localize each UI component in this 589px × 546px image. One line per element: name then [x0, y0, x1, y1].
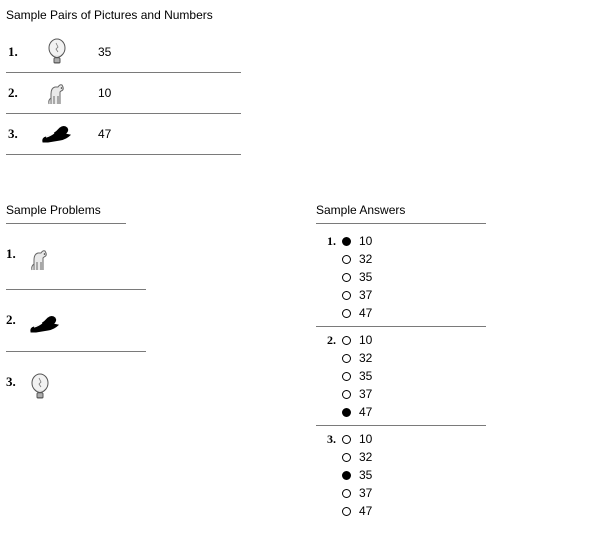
- problem-item: 2.: [6, 302, 146, 352]
- pairs-table: 1. 35 2. 10 3. 47: [6, 32, 241, 155]
- pair-value: 47: [84, 127, 111, 141]
- lightbulb-icon: [28, 370, 52, 409]
- answer-row: 35: [316, 367, 486, 385]
- answer-value: 37: [359, 486, 372, 500]
- answer-value: 32: [359, 252, 372, 266]
- shoe-icon: [30, 120, 84, 148]
- answer-number: 1.: [316, 234, 340, 249]
- answer-block: 1.1032353747: [316, 232, 486, 327]
- answer-bubble[interactable]: [342, 336, 351, 345]
- pair-row: 3. 47: [6, 114, 241, 155]
- answer-row: 37: [316, 484, 486, 502]
- answer-bubble[interactable]: [342, 435, 351, 444]
- answer-bubble[interactable]: [342, 237, 351, 246]
- problems-title: Sample Problems: [6, 203, 126, 224]
- answer-value: 47: [359, 405, 372, 419]
- pair-number: 1.: [6, 44, 30, 60]
- answer-bubble[interactable]: [342, 453, 351, 462]
- pair-value: 10: [84, 86, 111, 100]
- answer-bubble[interactable]: [342, 507, 351, 516]
- answer-bubble[interactable]: [342, 408, 351, 417]
- answer-value: 10: [359, 333, 372, 347]
- pair-row: 2. 10: [6, 73, 241, 114]
- answer-value: 10: [359, 432, 372, 446]
- answer-bubble[interactable]: [342, 273, 351, 282]
- answer-value: 37: [359, 288, 372, 302]
- shoe-icon: [28, 308, 66, 343]
- answer-value: 32: [359, 450, 372, 464]
- answer-row: 35: [316, 466, 486, 484]
- answer-number: 3.: [316, 432, 340, 447]
- dog-icon: [30, 78, 84, 108]
- answer-row: 37: [316, 385, 486, 403]
- answer-bubble[interactable]: [342, 255, 351, 264]
- answer-row: 35: [316, 268, 486, 286]
- answer-row: 47: [316, 304, 486, 322]
- answer-value: 37: [359, 387, 372, 401]
- answer-bubble[interactable]: [342, 372, 351, 381]
- answer-row: 47: [316, 502, 486, 520]
- lightbulb-icon: [30, 37, 84, 67]
- problem-item: 3.: [6, 364, 146, 417]
- answer-row: 3.10: [316, 430, 486, 448]
- problem-number: 3.: [6, 370, 28, 390]
- answers-column: Sample Answers 1.10323537472.10323537473…: [316, 203, 516, 528]
- answer-value: 10: [359, 234, 372, 248]
- answer-block: 2.1032353747: [316, 331, 486, 426]
- answer-bubble[interactable]: [342, 309, 351, 318]
- answer-value: 47: [359, 504, 372, 518]
- problem-item: 1.: [6, 236, 146, 290]
- answer-row: 32: [316, 349, 486, 367]
- answer-value: 35: [359, 468, 372, 482]
- problem-number: 1.: [6, 242, 28, 262]
- pair-number: 3.: [6, 126, 30, 142]
- problems-column: Sample Problems 1. 2. 3.: [6, 203, 196, 429]
- answer-value: 35: [359, 270, 372, 284]
- answer-bubble[interactable]: [342, 354, 351, 363]
- answer-value: 32: [359, 351, 372, 365]
- pair-value: 35: [84, 45, 111, 59]
- answer-bubble[interactable]: [342, 390, 351, 399]
- answer-block: 3.1032353747: [316, 430, 486, 524]
- dog-icon: [28, 242, 54, 281]
- answers-title: Sample Answers: [316, 203, 486, 224]
- answer-row: 1.10: [316, 232, 486, 250]
- answer-row: 37: [316, 286, 486, 304]
- pairs-title: Sample Pairs of Pictures and Numbers: [6, 8, 583, 22]
- answer-value: 35: [359, 369, 372, 383]
- answer-row: 47: [316, 403, 486, 421]
- answer-row: 2.10: [316, 331, 486, 349]
- answer-number: 2.: [316, 333, 340, 348]
- answer-bubble[interactable]: [342, 489, 351, 498]
- answer-value: 47: [359, 306, 372, 320]
- pair-number: 2.: [6, 85, 30, 101]
- pair-row: 1. 35: [6, 32, 241, 73]
- answer-row: 32: [316, 250, 486, 268]
- problem-number: 2.: [6, 308, 28, 328]
- answer-bubble[interactable]: [342, 291, 351, 300]
- answer-row: 32: [316, 448, 486, 466]
- answer-bubble[interactable]: [342, 471, 351, 480]
